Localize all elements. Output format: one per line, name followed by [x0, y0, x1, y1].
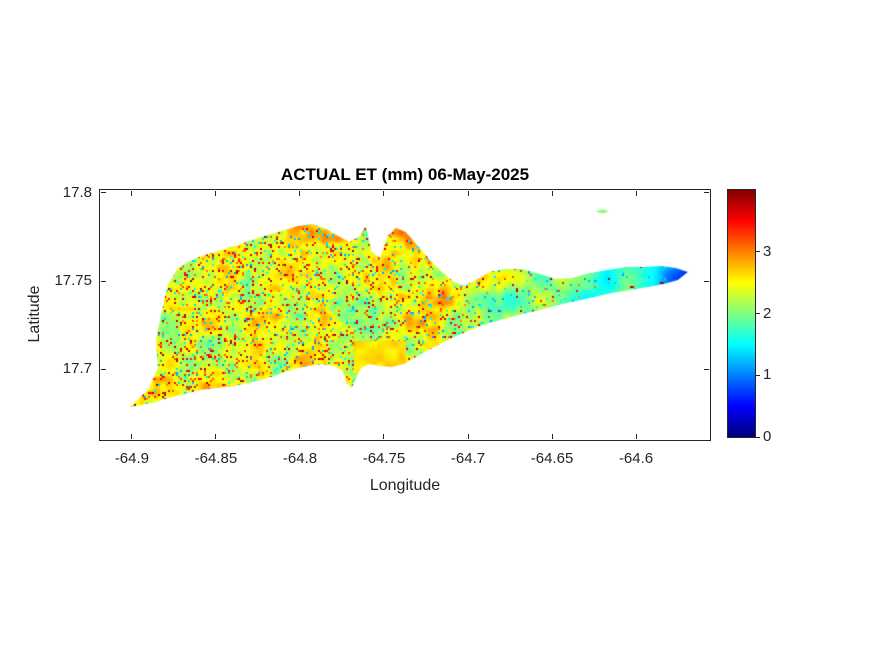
axis-tick [101, 368, 106, 370]
y-axis-label: Latitude [26, 285, 43, 343]
axis-tick [131, 434, 133, 439]
axis-tick [551, 191, 553, 196]
x-axis-label: Longitude [369, 477, 441, 494]
axis-tick [704, 280, 709, 282]
y-tick-label: 17.75 [54, 272, 92, 290]
axis-tick [467, 434, 469, 439]
axis-tick [551, 434, 553, 439]
y-tick-label: 17.8 [62, 183, 92, 201]
axis-tick [756, 251, 760, 253]
colorbar-tick-label: 2 [763, 304, 772, 322]
axis-tick [756, 436, 760, 438]
plot-title: ACTUAL ET (mm) 06-May-2025 [280, 165, 530, 184]
x-tick-label: -64.9 [114, 450, 150, 467]
x-tick-label: -64.75 [362, 450, 406, 467]
axis-tick [383, 434, 385, 439]
axis-tick [704, 192, 709, 194]
x-tick-label: -64.7 [450, 450, 486, 467]
x-tick-label: -64.85 [194, 450, 238, 467]
axis-tick [756, 374, 760, 376]
axis-tick [635, 434, 637, 439]
x-tick-label: -64.8 [282, 450, 318, 467]
colorbar-tick-label: 1 [763, 366, 772, 384]
plot-area [99, 189, 711, 441]
colorbar [727, 189, 756, 438]
axis-tick [756, 313, 760, 314]
axis-tick [383, 191, 385, 196]
axis-tick [704, 368, 709, 370]
colorbar-tick-label: 3 [763, 242, 772, 260]
axis-tick [467, 191, 469, 196]
axis-tick [131, 191, 133, 196]
axis-tick [299, 434, 301, 439]
axis-tick [101, 192, 106, 194]
x-tick-label: -64.6 [618, 450, 654, 467]
axis-tick [299, 191, 301, 196]
axis-tick [215, 191, 217, 196]
axis-tick [215, 434, 217, 439]
et-map-canvas [100, 190, 710, 440]
x-tick-label: -64.65 [530, 450, 574, 467]
axis-tick [635, 191, 637, 196]
colorbar-tick-label: 0 [763, 428, 772, 445]
axis-tick [101, 280, 106, 282]
y-tick-label: 17.7 [62, 360, 92, 378]
